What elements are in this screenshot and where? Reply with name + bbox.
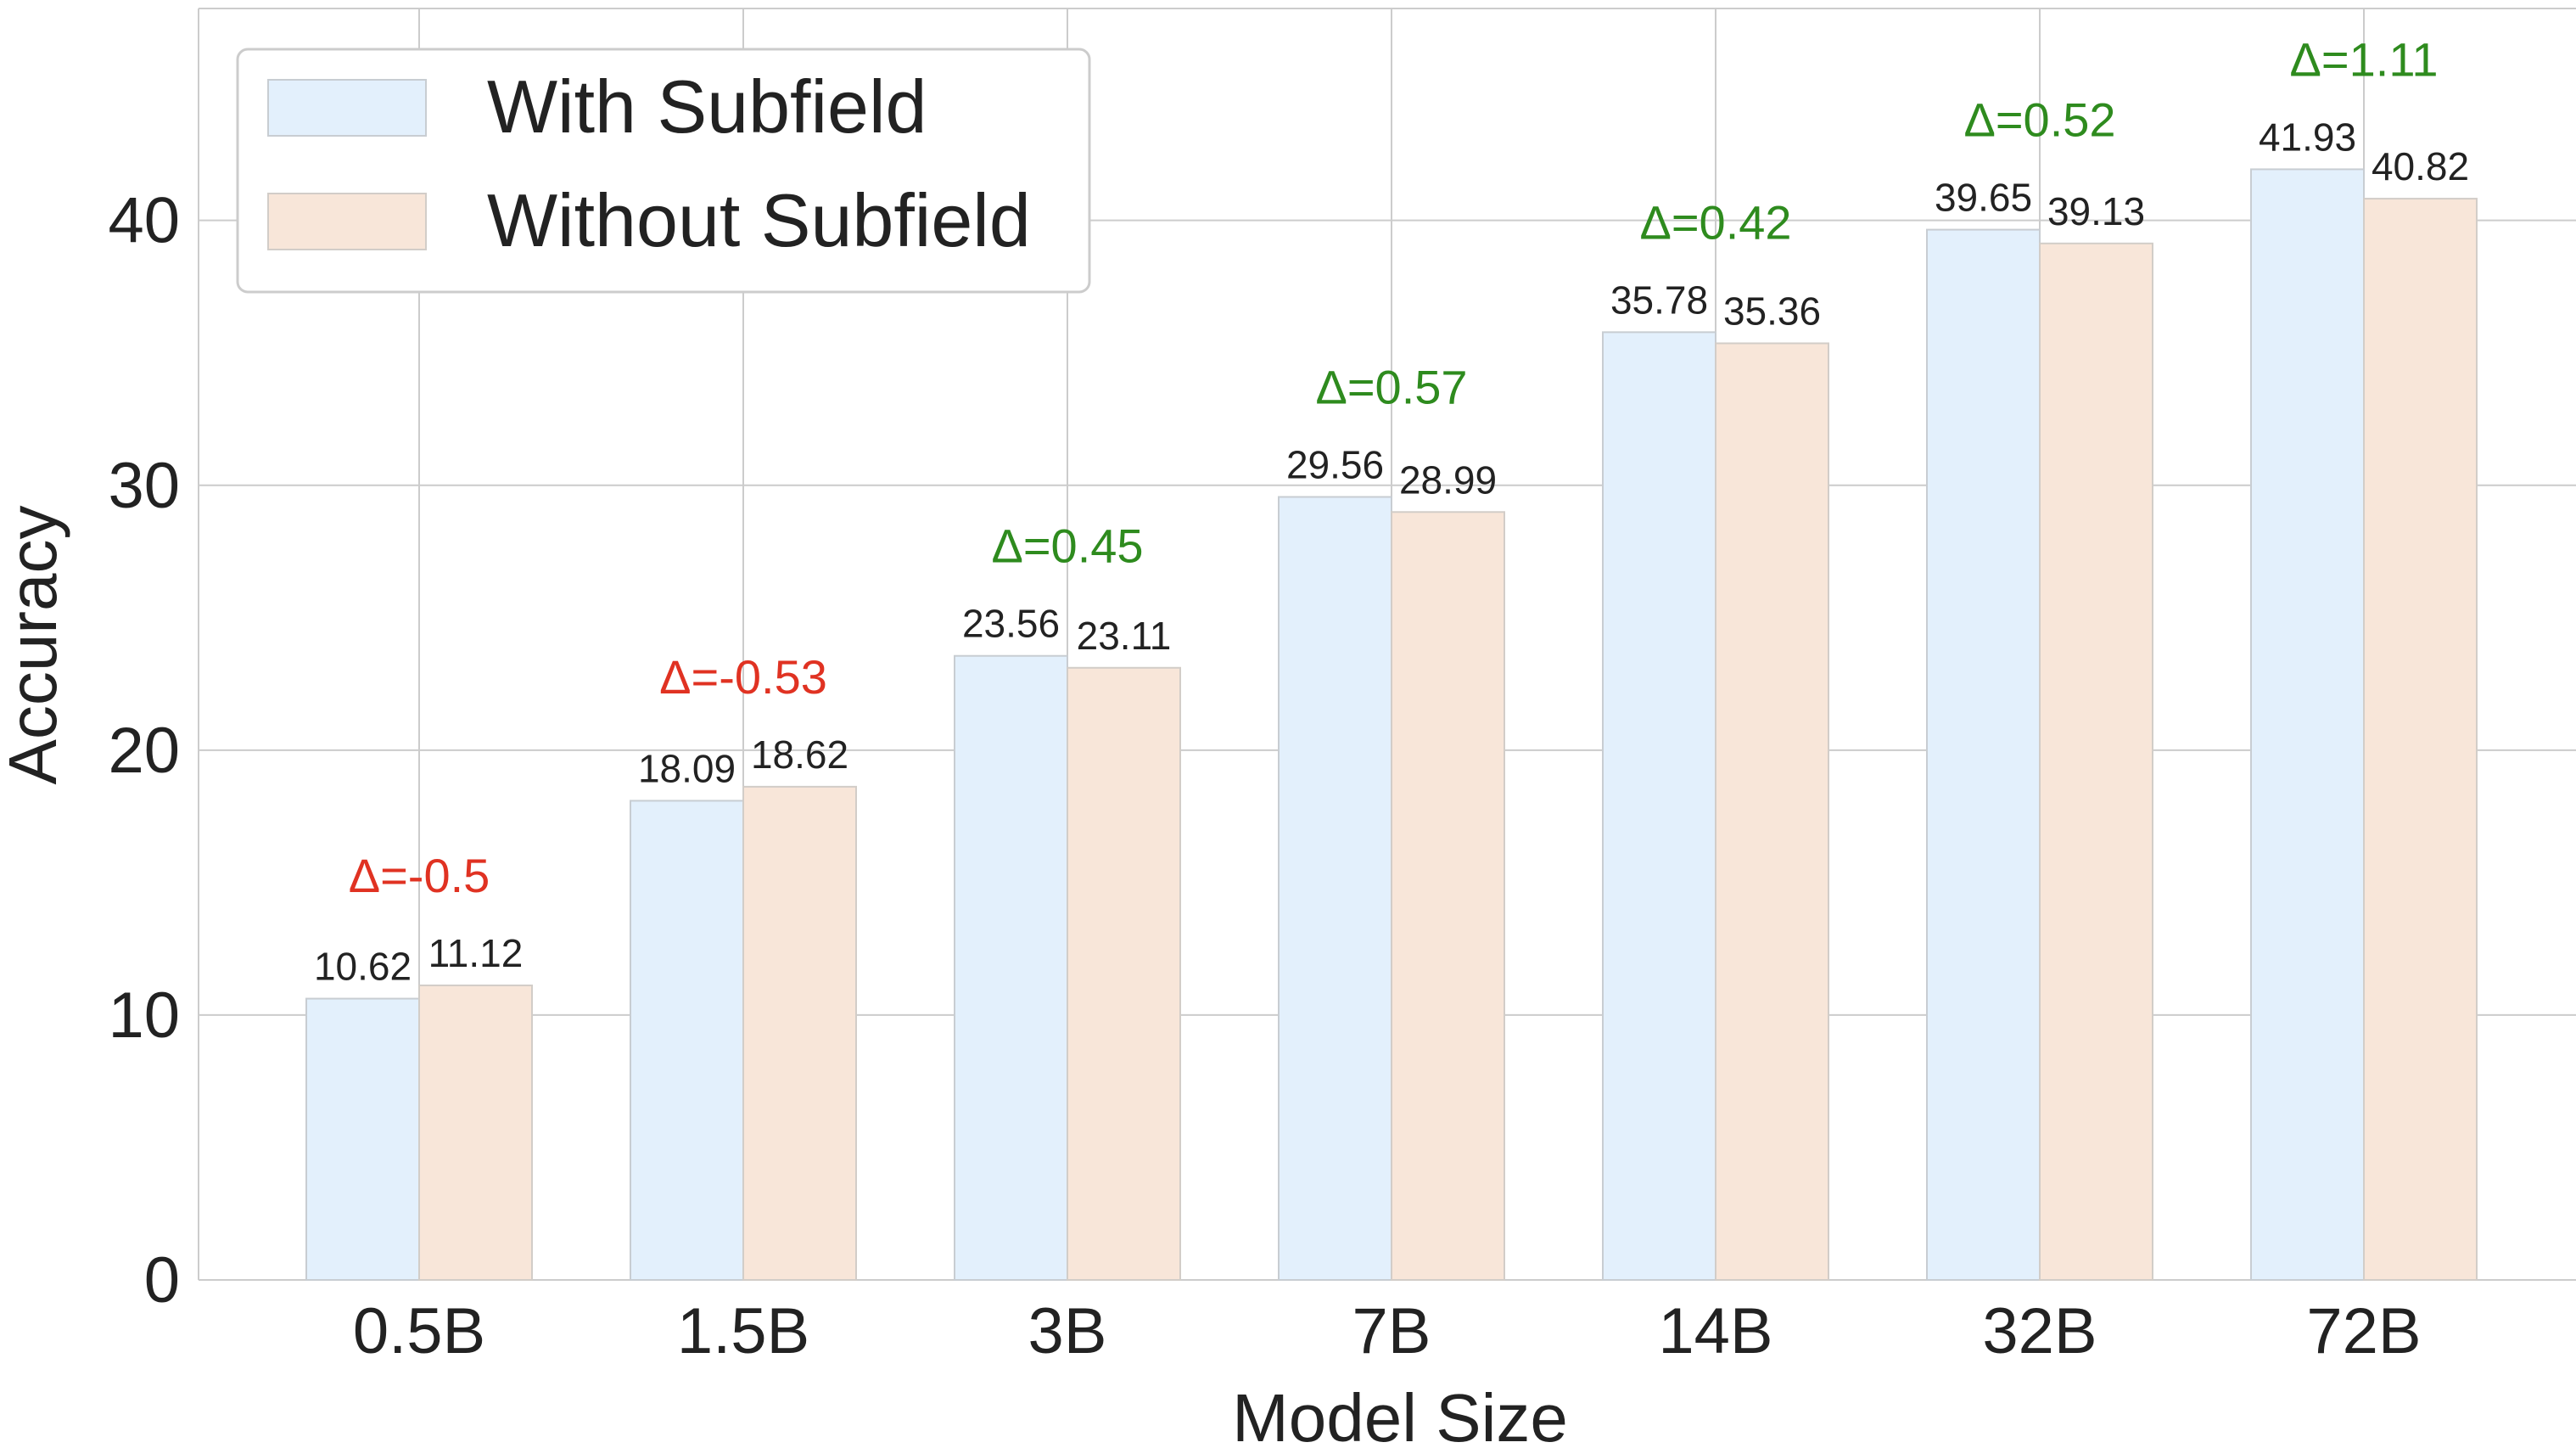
y-tick-label: 10 bbox=[108, 979, 180, 1052]
bar-with-subfield bbox=[1926, 228, 2041, 1281]
bar-without-subfield bbox=[1715, 342, 1829, 1281]
y-tick-label: 30 bbox=[108, 450, 180, 522]
x-axis-label: Model Size bbox=[1232, 1380, 1568, 1448]
delta-label: Δ=0.45 bbox=[991, 519, 1143, 573]
value-label: 18.09 bbox=[638, 746, 736, 790]
x-tick-label: 14B bbox=[1658, 1295, 1772, 1367]
x-tick-label: 0.5B bbox=[353, 1295, 485, 1367]
bar-without-subfield bbox=[418, 984, 533, 1282]
y-tick-labels: 0 10 20 30 40 bbox=[108, 185, 180, 1316]
value-label: 28.99 bbox=[1399, 457, 1497, 502]
legend-label-without-subfield: Without Subfield bbox=[487, 178, 1031, 262]
value-label: 23.56 bbox=[962, 602, 1060, 646]
bar-with-subfield bbox=[2250, 168, 2365, 1282]
delta-label: Δ=1.11 bbox=[2290, 32, 2439, 86]
y-axis-label: Accuracy bbox=[0, 506, 70, 785]
x-tick-labels: 0.5B 1.5B 3B 7B 14B 32B 72B bbox=[353, 1295, 2422, 1367]
legend-swatch-without-subfield bbox=[267, 193, 427, 250]
delta-label: Δ=0.52 bbox=[1963, 93, 2115, 147]
bars bbox=[305, 168, 2478, 1282]
value-labels: 10.62 18.09 23.56 29.56 35.78 39.65 41.93 11.12… bbox=[314, 115, 2469, 988]
value-label: 10.62 bbox=[314, 945, 412, 989]
legend-swatch-with-subfield bbox=[267, 79, 427, 137]
value-label: 39.13 bbox=[2047, 189, 2145, 233]
value-label: 39.65 bbox=[1935, 176, 2032, 220]
value-label: 41.93 bbox=[2259, 115, 2356, 159]
value-label: 29.56 bbox=[1286, 442, 1384, 486]
value-label: 35.78 bbox=[1610, 278, 1708, 322]
y-tick-label: 0 bbox=[144, 1244, 180, 1316]
bar-with-subfield bbox=[630, 800, 744, 1281]
bar-without-subfield bbox=[2363, 198, 2478, 1282]
legend-label-with-subfield: With Subfield bbox=[487, 65, 927, 149]
delta-label: Δ=-0.53 bbox=[659, 650, 827, 704]
bar-with-subfield bbox=[1602, 331, 1716, 1281]
value-label: 40.82 bbox=[2372, 144, 2469, 188]
x-tick-label: 7B bbox=[1352, 1295, 1431, 1367]
delta-label: Δ=-0.5 bbox=[349, 849, 490, 902]
bar-with-subfield bbox=[305, 997, 420, 1281]
value-label: 18.62 bbox=[751, 732, 848, 777]
delta-labels: Δ=-0.5 Δ=-0.53 Δ=0.45 Δ=0.57 Δ=0.42 Δ=0.52 Δ=1… bbox=[349, 32, 2439, 902]
x-tick-label: 32B bbox=[1982, 1295, 2097, 1367]
bar-with-subfield bbox=[1278, 496, 1392, 1281]
value-label: 35.36 bbox=[1723, 289, 1821, 333]
bar-with-subfield bbox=[954, 654, 1068, 1281]
bar-without-subfield bbox=[1391, 511, 1505, 1281]
y-tick-label: 40 bbox=[108, 185, 180, 257]
x-tick-label: 72B bbox=[2306, 1295, 2421, 1367]
bar-without-subfield bbox=[742, 785, 857, 1281]
y-tick-label: 20 bbox=[108, 715, 180, 787]
bar-without-subfield bbox=[1067, 666, 1181, 1281]
bar-without-subfield bbox=[2039, 242, 2153, 1282]
delta-label: Δ=0.57 bbox=[1315, 360, 1467, 413]
legend: With Subfield Without Subfield bbox=[236, 48, 1091, 294]
legend-frame bbox=[236, 48, 1091, 294]
x-tick-label: 3B bbox=[1028, 1295, 1107, 1367]
value-label: 23.11 bbox=[1077, 614, 1172, 658]
x-tick-label: 1.5B bbox=[677, 1295, 809, 1367]
value-label: 11.12 bbox=[428, 931, 524, 975]
delta-label: Δ=0.42 bbox=[1639, 195, 1791, 249]
